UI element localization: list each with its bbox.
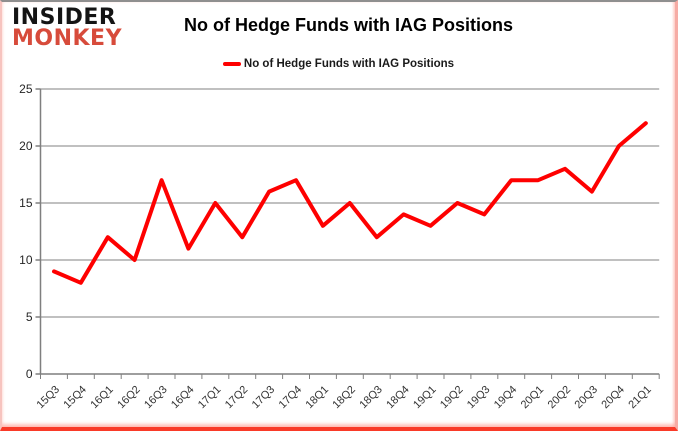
legend-line-swatch	[222, 62, 241, 66]
legend: No of Hedge Funds with IAG Positions	[2, 58, 675, 70]
logo-line-insider: INSIDER	[12, 5, 117, 30]
insider-monkey-logo: INSIDER MONKEY	[12, 5, 123, 51]
y-tick-label: 20	[19, 139, 33, 153]
x-tick-label: 15Q4	[61, 384, 89, 412]
x-tick-label: 16Q3	[142, 384, 170, 412]
x-tick-label: 17Q4	[277, 384, 305, 412]
x-tick-label: 20Q4	[599, 384, 627, 412]
y-tick-label: 25	[19, 82, 33, 96]
x-tick-label: 19Q1	[411, 384, 439, 412]
x-tick-label: 18Q2	[330, 384, 358, 412]
x-tick-label: 17Q2	[223, 384, 251, 412]
x-tick-label: 19Q3	[465, 384, 493, 412]
x-tick-label: 17Q3	[250, 384, 278, 412]
y-tick-label: 0	[26, 367, 33, 381]
x-tick-label: 15Q3	[35, 384, 63, 412]
x-tick-label: 21Q1	[626, 384, 654, 412]
y-tick-label: 15	[19, 196, 33, 210]
y-tick-label: 5	[26, 310, 33, 324]
logo-line-monkey: MONKEY	[12, 25, 123, 51]
x-tick-label: 19Q4	[492, 384, 520, 412]
x-tick-label: 17Q1	[196, 384, 224, 412]
x-tick-label: 16Q1	[88, 384, 116, 412]
x-tick-label: 18Q1	[304, 384, 332, 412]
x-tick-label: 20Q1	[519, 384, 547, 412]
x-tick-label: 18Q4	[384, 384, 412, 412]
chart-title: No of Hedge Funds with IAG Positions	[184, 15, 513, 35]
series-line	[52, 121, 648, 285]
x-tick-label: 20Q3	[573, 384, 601, 412]
x-tick-label: 18Q3	[357, 384, 385, 412]
y-tick-label: 10	[19, 253, 33, 267]
x-tick-label: 20Q2	[546, 384, 574, 412]
x-tick-label: 16Q2	[115, 384, 143, 412]
legend-label: No of Hedge Funds with IAG Positions	[243, 58, 455, 70]
x-tick-label: 16Q4	[169, 384, 197, 412]
x-tick-label: 19Q2	[438, 384, 466, 412]
